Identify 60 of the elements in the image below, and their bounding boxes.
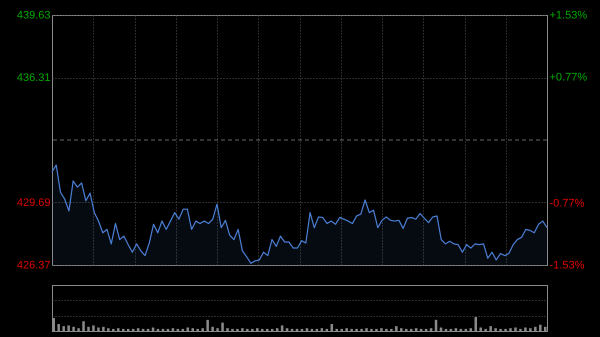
bar xyxy=(380,328,383,331)
bar xyxy=(400,328,403,331)
y2-tick-label: -1.53% xyxy=(550,260,585,272)
bar xyxy=(206,320,209,331)
bar xyxy=(211,326,214,331)
bar xyxy=(107,328,110,331)
bar xyxy=(434,320,438,331)
bar xyxy=(280,325,284,331)
y2-tick-label: -0.77% xyxy=(550,197,585,210)
bar xyxy=(489,326,492,331)
y-tick-label: 436.31 xyxy=(16,72,50,84)
bar xyxy=(306,328,308,331)
bar xyxy=(102,326,105,331)
bar xyxy=(470,328,472,331)
bar xyxy=(172,328,174,331)
bar xyxy=(395,326,398,331)
y-tick-label: 439.63 xyxy=(16,10,50,22)
bar xyxy=(97,328,100,331)
bar xyxy=(320,328,324,331)
bar xyxy=(330,324,334,331)
bar xyxy=(539,324,542,331)
bar xyxy=(201,328,204,331)
y-tick-label: 429.69 xyxy=(16,196,50,209)
y2-tick-label: +1.53% xyxy=(550,10,588,22)
bar xyxy=(514,328,517,331)
bar xyxy=(152,328,154,331)
bar xyxy=(221,322,224,331)
y2-tick-label: +0.77% xyxy=(550,72,588,84)
bar xyxy=(186,328,190,331)
bar xyxy=(136,328,140,331)
bar xyxy=(226,328,229,331)
bar xyxy=(286,328,288,331)
bar xyxy=(77,328,80,331)
bar xyxy=(67,325,70,331)
bar xyxy=(192,328,194,331)
bar xyxy=(345,328,348,331)
bar xyxy=(62,326,65,331)
bar xyxy=(494,328,497,331)
bar xyxy=(440,328,442,331)
bar xyxy=(87,326,90,331)
bar xyxy=(117,328,120,331)
bar xyxy=(474,317,478,331)
bar xyxy=(509,328,512,331)
bar xyxy=(524,328,527,331)
bar xyxy=(92,325,95,331)
bar xyxy=(529,328,532,331)
bar xyxy=(414,328,418,331)
bar xyxy=(82,321,85,331)
bar xyxy=(365,328,368,331)
bar xyxy=(534,326,537,331)
y-tick-label: 426.37 xyxy=(16,260,50,272)
bar xyxy=(241,328,244,331)
bar xyxy=(256,328,259,331)
bar xyxy=(72,326,75,331)
bar xyxy=(479,328,482,331)
bar xyxy=(57,324,60,331)
bar xyxy=(276,328,278,331)
bar xyxy=(454,328,458,331)
bar xyxy=(216,328,219,331)
bar xyxy=(430,328,432,331)
